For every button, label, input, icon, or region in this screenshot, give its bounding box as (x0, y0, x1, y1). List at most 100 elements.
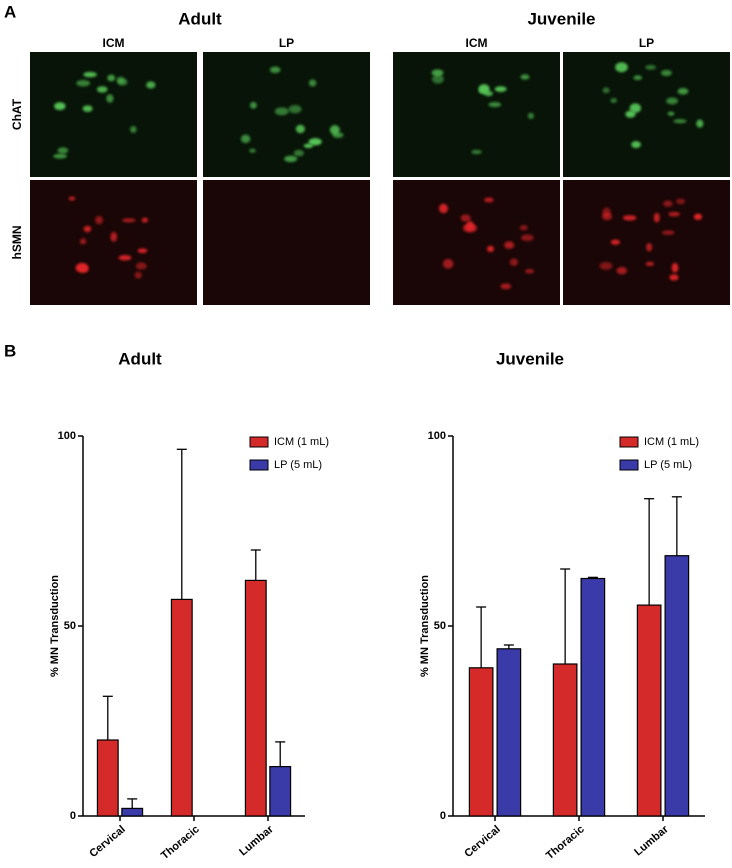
bar (170, 598, 193, 817)
legend-label: ICM (1 mL) (644, 436, 699, 448)
cell (130, 125, 137, 133)
cell (460, 214, 471, 222)
cell (484, 197, 494, 203)
cell (616, 266, 628, 275)
column-label: ICM (103, 36, 125, 50)
cell (610, 98, 618, 103)
cell (676, 198, 686, 205)
row-label: ChAT (10, 98, 24, 130)
cell (95, 215, 104, 225)
cell (438, 203, 448, 214)
x-tick-label: Cervical (462, 823, 503, 860)
cell (471, 149, 482, 155)
bar (468, 667, 494, 817)
cell (629, 103, 642, 113)
cell (478, 84, 490, 94)
cell (527, 112, 535, 120)
cell (671, 262, 679, 273)
x-tick-label: Cervical (87, 823, 128, 860)
cell (677, 87, 689, 95)
cell (625, 110, 636, 118)
y-tick-label: 100 (428, 430, 446, 442)
cell (669, 274, 679, 281)
cell (431, 69, 444, 77)
panel-label: A (4, 2, 16, 21)
cell (622, 215, 637, 221)
cell (57, 147, 69, 154)
group-title: Adult (178, 9, 222, 28)
column-label: ICM (466, 36, 488, 50)
cell (442, 258, 454, 269)
cell (106, 94, 114, 103)
cell (135, 262, 147, 270)
cell (83, 225, 92, 233)
cell (53, 153, 67, 159)
micrograph (203, 52, 370, 177)
cell (615, 62, 628, 73)
legend-swatch (619, 459, 639, 471)
cell (646, 242, 653, 252)
micrograph (30, 52, 197, 177)
cell (494, 86, 507, 93)
legend-label: ICM (1 mL) (274, 436, 329, 448)
cell (601, 212, 613, 221)
cell (83, 71, 97, 78)
cell (696, 119, 704, 128)
x-tick-label: Lumbar (237, 823, 276, 859)
cell (240, 134, 251, 144)
cell (122, 218, 136, 223)
cell (666, 97, 679, 105)
cell (500, 283, 512, 290)
cell (249, 148, 256, 153)
cell (487, 245, 494, 253)
cell (81, 267, 89, 273)
x-tick-label: Lumbar (632, 823, 671, 859)
cell (82, 105, 93, 112)
x-tick-label: Thoracic (159, 823, 202, 862)
bar (552, 663, 578, 817)
cell (303, 143, 314, 149)
y-tick-label: 50 (434, 620, 446, 632)
cell (504, 241, 515, 249)
cell (288, 105, 302, 114)
cell (663, 200, 673, 207)
cell (661, 230, 675, 235)
bar (580, 577, 606, 817)
cell (116, 76, 125, 84)
cell (274, 107, 289, 116)
x-tick-label: Thoracic (544, 823, 587, 862)
y-tick-label: 50 (64, 620, 76, 632)
cell (293, 149, 304, 157)
cell (520, 234, 534, 242)
cell (308, 138, 322, 146)
cell (329, 125, 340, 135)
cell (308, 79, 317, 87)
legend-label: LP (5 mL) (644, 459, 692, 471)
cell (249, 101, 257, 109)
y-tick-label: 100 (58, 430, 76, 442)
y-tick-label: 0 (70, 810, 76, 822)
cell (146, 81, 156, 89)
micrograph (30, 180, 197, 305)
cell (110, 231, 118, 242)
cell (76, 79, 91, 87)
cell (79, 238, 87, 245)
micrograph (393, 180, 560, 305)
cell (432, 74, 444, 84)
cell (631, 141, 641, 149)
bar (496, 648, 522, 817)
bar (664, 555, 690, 817)
y-axis-label: % MN Transduction (419, 575, 431, 677)
cell (96, 86, 108, 93)
cell (463, 223, 477, 233)
cell (488, 102, 502, 108)
group-title: Juvenile (527, 9, 595, 28)
cell (673, 119, 687, 124)
row-label: hSMN (10, 226, 24, 260)
bar (96, 739, 119, 817)
micrograph (203, 180, 370, 305)
cell (141, 217, 148, 223)
cell (693, 213, 703, 220)
cell (667, 111, 675, 116)
legend-swatch (619, 436, 639, 448)
